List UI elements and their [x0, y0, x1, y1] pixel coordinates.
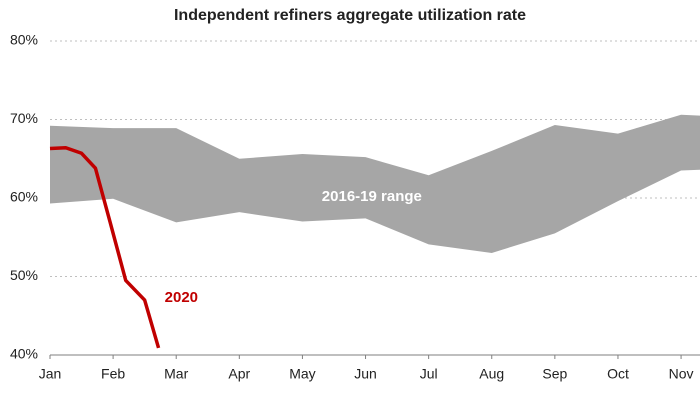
x-tick-label: Nov [669, 366, 694, 382]
x-tick-label: May [289, 366, 315, 382]
line-label: 2020 [165, 289, 198, 306]
x-tick-label: Feb [101, 366, 125, 382]
y-tick-label: 70% [10, 110, 38, 126]
y-tick-label: 80% [10, 32, 38, 48]
x-tick-label: Jun [354, 366, 377, 382]
x-tick-label: Oct [607, 366, 629, 382]
x-tick-label: Mar [164, 366, 188, 382]
y-tick-label: 40% [10, 346, 38, 362]
x-tick-label: Jul [420, 366, 438, 382]
y-tick-label: 50% [10, 267, 38, 283]
range-label: 2016-19 range [322, 188, 422, 205]
x-tick-label: Aug [479, 366, 504, 382]
y-tick-label: 60% [10, 189, 38, 205]
x-tick-label: Jan [39, 366, 62, 382]
range-band [50, 114, 700, 253]
x-tick-label: Sep [542, 366, 567, 382]
line-2020 [49, 146, 161, 349]
chart-title: Independent refiners aggregate utilizati… [174, 7, 526, 24]
x-tick-label: Apr [228, 366, 250, 382]
